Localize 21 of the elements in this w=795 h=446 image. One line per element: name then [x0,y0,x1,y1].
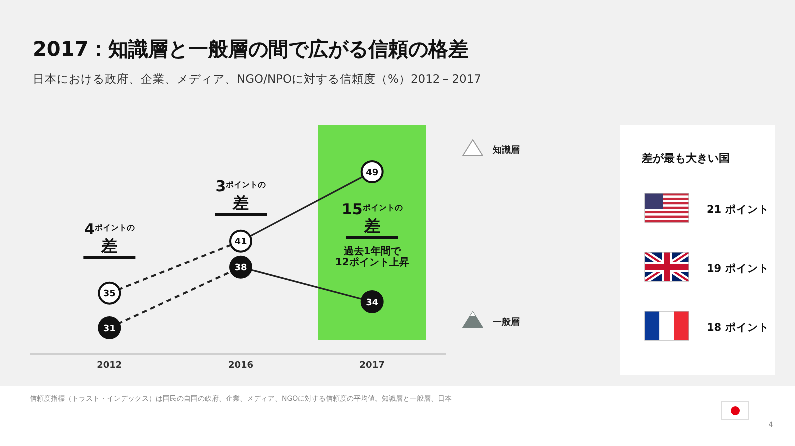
annotation: 過去1年間で 12ポイント上昇 [335,246,410,269]
x-tick-label: 2012 [97,361,122,371]
data-label: 35 [103,290,116,300]
chart-subtitle: 日本における政府、企業、メディア、NGO/NPOに対する信頼度（%）2012－2017 [33,72,482,86]
text: 18 ポイント [707,322,770,334]
x-tick-label: 2016 [228,361,254,371]
data-label: 34 [366,298,379,308]
text: 19 ポイント [707,263,770,275]
x-tick-label: 2017 [360,361,385,371]
text: 21 ポイント [707,204,770,216]
chart-title: 2017：知識層と一般層の間で広がる信頼の格差 [33,37,469,61]
text: 差が最も大きい国 [641,152,730,165]
text: 一般層 [493,317,520,328]
data-label: 31 [103,324,116,334]
annotation: 3$^{ポイントの}$差 [216,178,266,212]
data-label: 41 [234,238,248,248]
data-label: 49 [366,168,379,178]
text: 知識層 [492,145,520,156]
annotation: 4$^{ポイントの}$差 [84,220,135,256]
annotation: 15$^{ポイントの}$差 [342,200,403,236]
data-label: 38 [234,264,248,274]
